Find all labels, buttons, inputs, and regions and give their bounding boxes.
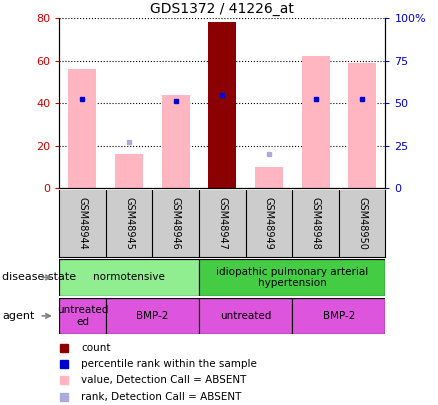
- Text: GSM48949: GSM48949: [264, 197, 274, 250]
- Text: disease state: disease state: [2, 273, 76, 282]
- Bar: [199, 298, 292, 334]
- Text: GSM48950: GSM48950: [357, 197, 367, 250]
- Text: GSM48944: GSM48944: [78, 197, 88, 250]
- Bar: [301, 56, 329, 188]
- Text: GSM48947: GSM48947: [217, 197, 227, 250]
- Text: rank, Detection Call = ABSENT: rank, Detection Call = ABSENT: [81, 392, 241, 402]
- Bar: [115, 154, 143, 188]
- Bar: [106, 298, 199, 334]
- Text: GSM48945: GSM48945: [124, 197, 134, 250]
- Bar: [199, 259, 385, 296]
- Text: BMP-2: BMP-2: [323, 311, 355, 321]
- Bar: [59, 298, 106, 334]
- Text: untreated: untreated: [220, 311, 271, 321]
- Text: percentile rank within the sample: percentile rank within the sample: [81, 358, 257, 369]
- Text: idiopathic pulmonary arterial
hypertension: idiopathic pulmonary arterial hypertensi…: [216, 266, 368, 288]
- Title: GDS1372 / 41226_at: GDS1372 / 41226_at: [150, 2, 294, 16]
- Text: BMP-2: BMP-2: [136, 311, 169, 321]
- Bar: [59, 259, 199, 296]
- Text: GSM48948: GSM48948: [311, 197, 321, 250]
- Text: untreated
ed: untreated ed: [57, 305, 108, 327]
- Text: GSM48946: GSM48946: [171, 197, 180, 250]
- Text: value, Detection Call = ABSENT: value, Detection Call = ABSENT: [81, 375, 247, 385]
- Bar: [68, 69, 96, 188]
- Bar: [162, 95, 190, 188]
- Bar: [292, 298, 385, 334]
- Bar: [255, 167, 283, 188]
- Text: count: count: [81, 343, 110, 353]
- Text: agent: agent: [2, 311, 35, 321]
- Text: normotensive: normotensive: [93, 273, 165, 282]
- Bar: [208, 22, 236, 188]
- Bar: [348, 63, 376, 188]
